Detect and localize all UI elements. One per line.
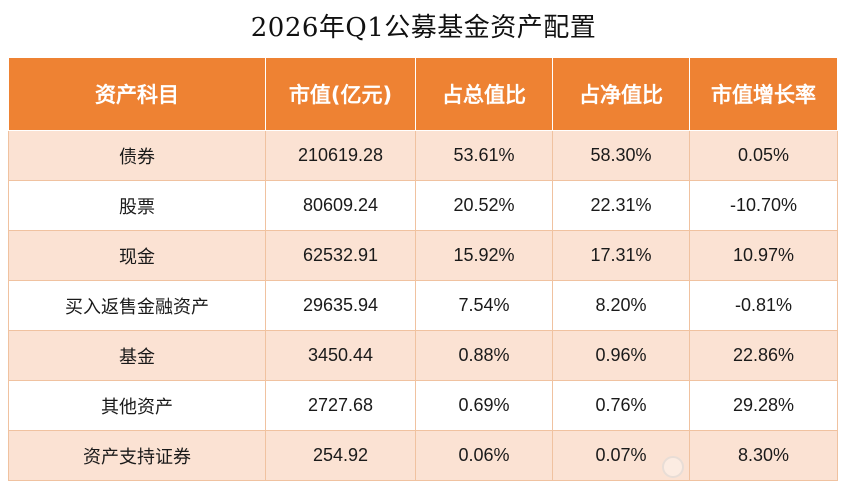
cell-share-of-net: 0.96%	[552, 330, 690, 381]
cell-growth-rate: 0.05%	[689, 130, 838, 181]
cell-market-value: 210619.28	[265, 130, 416, 181]
cell-asset-type: 买入返售金融资产	[8, 280, 266, 331]
table-row: 买入返售金融资产 29635.94 7.54% 8.20% -0.81%	[8, 280, 838, 331]
column-header-share-of-net: 占净值比	[552, 58, 690, 131]
table-row: 现金 62532.91 15.92% 17.31% 10.97%	[8, 230, 838, 281]
cell-share-of-net: 8.20%	[552, 280, 690, 331]
cell-growth-rate: -10.70%	[689, 180, 838, 231]
cell-growth-rate: 29.28%	[689, 380, 838, 431]
cell-share-of-net: 22.31%	[552, 180, 690, 231]
table-row: 其他资产 2727.68 0.69% 0.76% 29.28%	[8, 380, 838, 431]
cell-share-of-net: 17.31%	[552, 230, 690, 281]
table-row: 资产支持证券 254.92 0.06% 0.07% 8.30%	[8, 430, 838, 481]
cell-share-of-total: 0.88%	[415, 330, 553, 381]
header-row: 资产科目 市值(亿元) 占总值比 占净值比 市值增长率	[8, 58, 838, 131]
cell-market-value: 3450.44	[265, 330, 416, 381]
cell-share-of-net: 0.07%	[552, 430, 690, 481]
cell-growth-rate: 22.86%	[689, 330, 838, 381]
cell-market-value: 2727.68	[265, 380, 416, 431]
table-row: 基金 3450.44 0.88% 0.96% 22.86%	[8, 330, 838, 381]
column-header-market-value: 市值(亿元)	[265, 58, 416, 131]
cell-share-of-total: 0.69%	[415, 380, 553, 431]
cell-market-value: 80609.24	[265, 180, 416, 231]
cell-asset-type: 资产支持证券	[8, 430, 266, 481]
cell-asset-type: 现金	[8, 230, 266, 281]
cell-share-of-net: 58.30%	[552, 130, 690, 181]
cell-asset-type: 基金	[8, 330, 266, 381]
table-row: 债券 210619.28 53.61% 58.30% 0.05%	[8, 130, 838, 181]
page-title: 2026年Q1公募基金资产配置	[250, 13, 597, 43]
column-header-share-of-total: 占总值比	[415, 58, 553, 131]
cell-share-of-total: 53.61%	[415, 130, 553, 181]
cell-share-of-net: 0.76%	[552, 380, 690, 431]
cell-growth-rate: -0.81%	[689, 280, 838, 331]
cell-share-of-total: 20.52%	[415, 180, 553, 231]
cell-share-of-total: 0.06%	[415, 430, 553, 481]
table-row: 股票 80609.24 20.52% 22.31% -10.70%	[8, 180, 838, 231]
cell-share-of-total: 7.54%	[415, 280, 553, 331]
cell-market-value: 254.92	[265, 430, 416, 481]
cell-asset-type: 股票	[8, 180, 266, 231]
cell-growth-rate: 10.97%	[689, 230, 838, 281]
cell-growth-rate: 8.30%	[689, 430, 838, 481]
cell-asset-type: 其他资产	[8, 380, 266, 431]
column-header-growth-rate: 市值增长率	[689, 58, 838, 131]
table-body: 债券 210619.28 53.61% 58.30% 0.05% 股票 8060…	[8, 130, 838, 481]
cell-market-value: 29635.94	[265, 280, 416, 331]
cell-share-of-total: 15.92%	[415, 230, 553, 281]
weibo-logo-icon	[662, 456, 684, 478]
column-header-asset-type: 资产科目	[8, 58, 266, 131]
cell-market-value: 62532.91	[265, 230, 416, 281]
table-header: 资产科目 市值(亿元) 占总值比 占净值比 市值增长率	[8, 58, 838, 131]
asset-allocation-table: 资产科目 市值(亿元) 占总值比 占净值比 市值增长率 债券 210619.28…	[8, 58, 838, 481]
watermark	[662, 452, 684, 482]
cell-asset-type: 债券	[8, 130, 266, 181]
